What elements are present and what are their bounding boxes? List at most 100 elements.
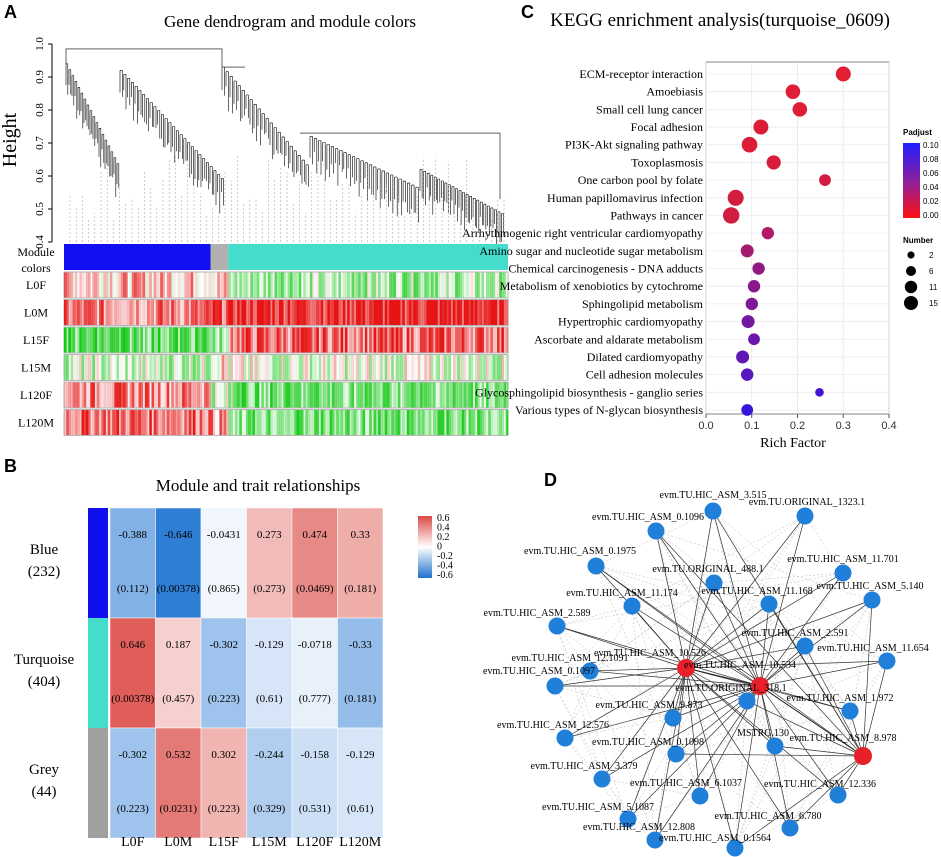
trait-stripe [470,327,474,353]
trait-stripe [305,272,308,298]
trait-stripe [400,272,403,298]
trait-stripe [120,382,124,408]
trait-stripe [448,355,451,380]
trait-stripe [158,300,161,325]
gene-node-label: evm.TU.HIC_ASM_0.1975 [524,546,636,557]
trait-stripe [318,382,322,408]
trait-stripe [345,382,348,408]
trait-stripe [116,327,119,353]
trait-stripe [144,355,148,380]
trait-stripe [267,272,271,298]
correlation-value: -0.244 [255,749,284,761]
trait-stripe [402,327,405,353]
trait-stripe [285,410,288,435]
trait-stripe [274,300,277,325]
trait-stripe [327,327,330,353]
hub-edge [685,667,748,702]
trait-stripe [259,272,262,298]
trait-stripe [72,327,76,353]
trait-stripe [461,382,465,408]
trait-stripe [439,410,443,435]
trait-stripe [296,355,300,380]
trait-stripe [461,327,465,353]
trait-stripe [415,410,418,435]
trait-stripe [342,355,346,380]
trait-stripe [252,410,255,435]
trait-stripe [151,300,154,325]
correlation-cell [246,727,293,839]
hub-edge [685,515,806,669]
trait-stripe [367,410,370,435]
hub-edge [675,753,864,757]
trait-stripe [473,355,476,380]
trait-stripe [497,355,500,380]
correlation-value: 0.187 [166,639,191,651]
trait-stripe [329,300,333,325]
trait-stripe [190,272,194,298]
trait-stripe [204,355,207,380]
trait-stripe [417,355,421,380]
trait-stripe [182,355,185,380]
trait-stripe [422,410,425,435]
trait-stripe [406,300,410,325]
trait-stripe [144,300,148,325]
trait-stripe [294,382,297,408]
hub-gene-label: evm.TU.HIC_ASM_10.526 [594,648,706,659]
trait-stripe [66,327,69,353]
trait-stripe [234,272,238,298]
trait-stripe [316,410,319,435]
trait-stripe [419,327,423,353]
trait-stripe [492,272,496,298]
trait-stripe [305,410,308,435]
trait-stripe [479,355,482,380]
trait-stripe [307,272,311,298]
gene-node-label: evm.TU.HIC_ASM_0.1096 [592,512,704,523]
hub-edge [685,510,714,669]
weak-edge [564,737,603,780]
trait-stripe [64,272,67,298]
trait-stripe [320,355,324,380]
trait-stripe [274,272,277,298]
trait-stripe [94,382,98,408]
trait-stripe [127,300,130,325]
trait-stripe [439,272,443,298]
trait-stripe [505,327,509,353]
trait-stripe [382,272,385,298]
correlation-colorbar: 0.60.40.20-0.2-0.4-0.6 [418,513,453,581]
trait-stripe [312,300,315,325]
pathway-label: Pathways in cancer [610,208,703,222]
trait-stripe [267,300,271,325]
trait-stripe [455,382,458,408]
hub-edge [759,685,864,757]
trait-stripe [186,272,189,298]
trait-stripe [66,382,69,408]
trait-stripe [490,410,493,435]
trait-stripe [424,410,427,435]
trait-stripe [267,327,271,353]
pathway-label: Chemical carcinogenesis - DNA adducts [508,262,703,276]
trait-column-label: L15F [209,835,240,850]
trait-stripe [503,410,507,435]
trait-stripe [356,382,359,408]
trait-stripe [248,273,251,298]
trait-stripe [118,300,122,325]
trait-stripe [393,272,396,298]
weak-edge [699,572,844,797]
trait-stripe [112,300,115,325]
p-value: (0.61) [256,693,283,705]
module-color-bar [64,244,508,270]
trait-stripe [417,327,421,353]
gene-node-label: evm.TU.HIC_ASM_2.591 [742,628,849,639]
trait-stripe [114,300,117,325]
trait-stripe [241,272,244,298]
trait-stripe [345,272,348,298]
panel-b: B Module and trait relationships Blue(23… [4,456,453,850]
pathway-dot [748,333,760,346]
trait-stripe [120,410,124,435]
trait-stripe [105,327,109,353]
weak-edge [556,625,674,719]
trait-stripe [314,410,317,435]
trait-stripe [382,410,385,435]
trait-stripe [234,327,238,353]
trait-stripe [455,300,458,325]
